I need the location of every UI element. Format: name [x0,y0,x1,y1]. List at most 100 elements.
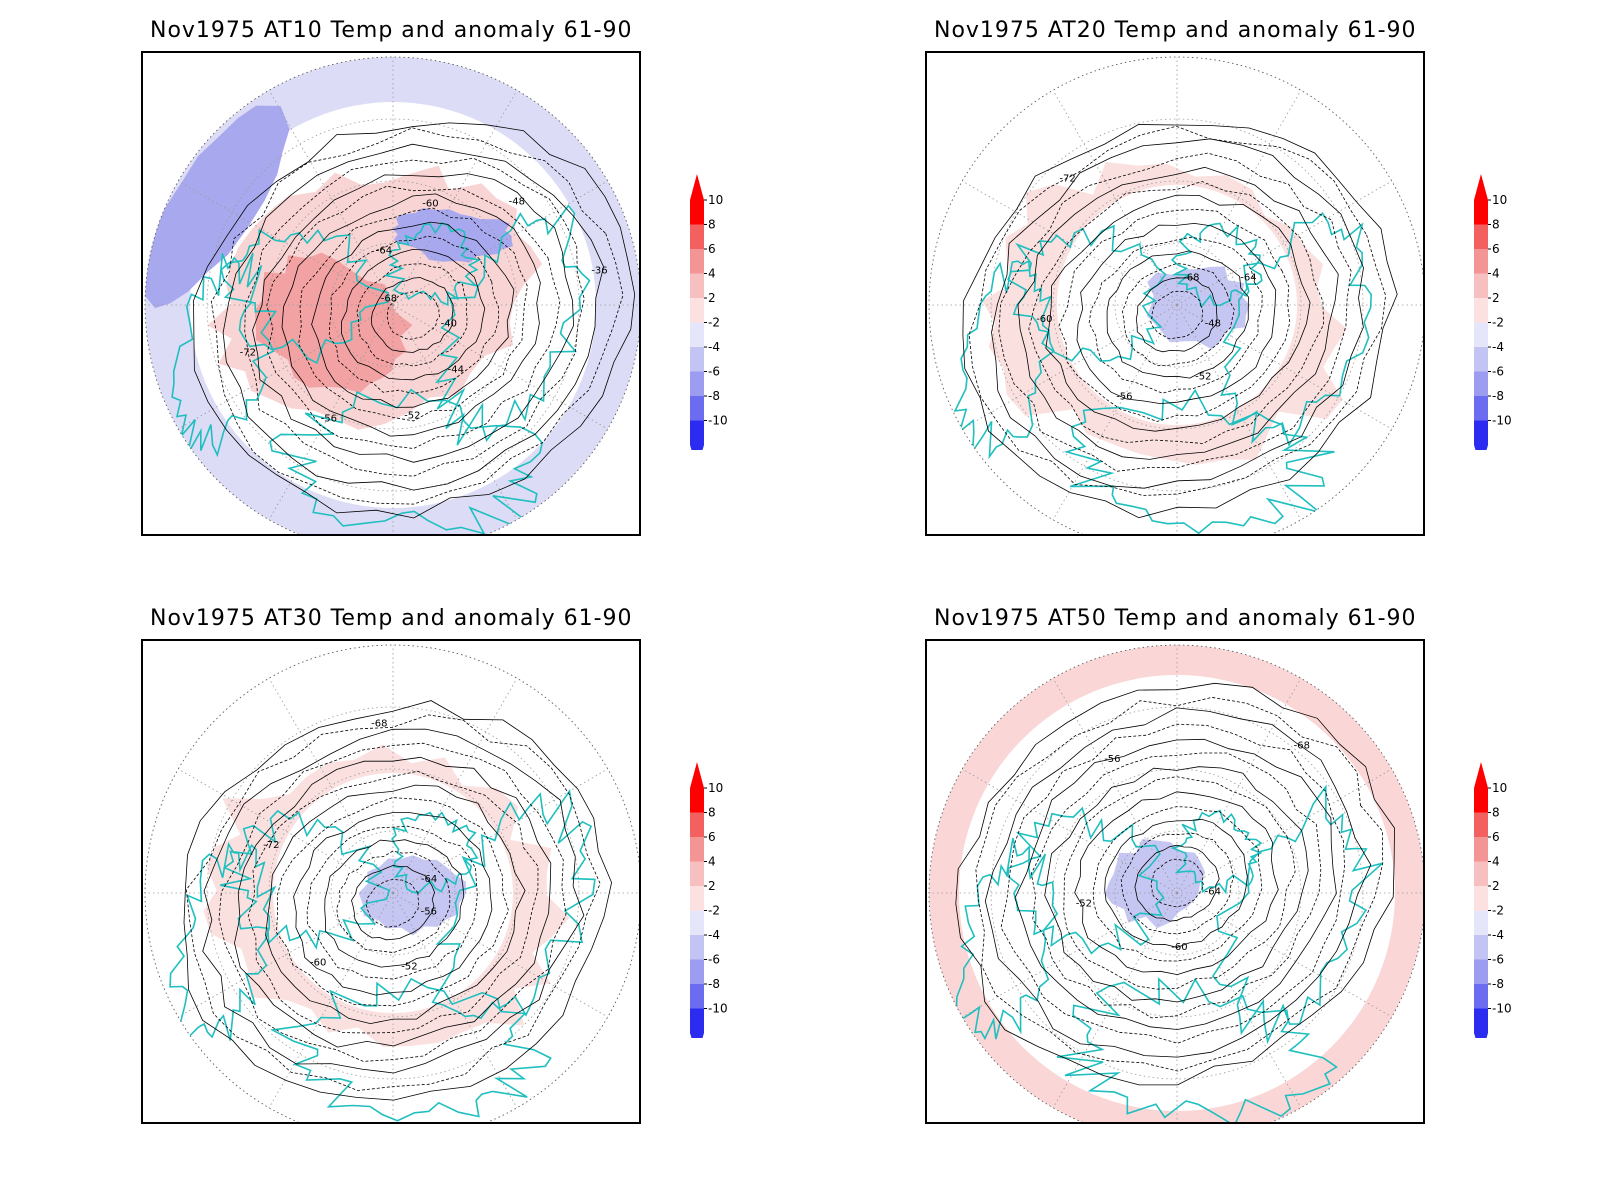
map-boundary [928,56,1423,534]
panel-title-at30: Nov1975 AT30 Temp and anomaly 61-90 [150,606,633,631]
colorbar-tick-label: -8 [708,977,720,991]
colorbar-tick-label: -2 [708,904,720,918]
colorbar-segment [690,861,704,886]
coastline [383,221,482,307]
colorbar-segment [1474,224,1488,249]
colorbar-segment [1474,861,1488,886]
colorbar-tick-label: -8 [1492,977,1504,991]
colorbar-tick-label: -8 [708,389,720,403]
map-at50: -64 -60 -52 -56 -68 [925,639,1425,1124]
temperature-contour [281,193,541,437]
anomaly-cold [1146,266,1250,350]
colorbar-segment [1474,396,1488,421]
colorbar-tick-label: 10 [1492,193,1507,207]
temperature-contour [366,878,420,928]
grid-latitude [268,180,518,430]
colorbar-segment [690,837,704,862]
temperature-contour [968,125,1387,496]
polar-map-svg: -48 -52 -56 -60 -72 -68 -64 [928,56,1423,534]
temperature-contour [984,707,1372,1058]
colorbar-segment [1474,959,1488,984]
colorbar-tick-label: -10 [708,414,728,428]
map-at30: -56 -52 -60 -72 -68 -64 [141,639,641,1124]
temperature-contour [1044,766,1309,1003]
colorbar-tick-label: 6 [1492,830,1500,844]
colorbar-segment [690,200,704,225]
colorbar-segment [690,420,704,445]
grid-latitude [1052,768,1302,1018]
temperature-contour [193,122,636,519]
temperature-contour [1104,818,1248,948]
contour-label: -72 [263,840,279,851]
temperature-contour [998,152,1352,472]
temperature-contour [311,221,515,408]
coastline [269,977,552,1122]
coastline [1220,211,1373,447]
colorbar-tick-label: 10 [708,193,723,207]
contour-label: -60 [1036,314,1052,325]
contour-label: -72 [240,347,256,358]
grid-longitude [392,768,608,894]
map-boundary [928,644,1423,1122]
colorbar-at30: 10 8 6 4 2 -2 -4 -6 -8 -10 [690,762,728,1038]
temperature-contour [244,157,585,477]
temperature-contour [218,742,567,1062]
temperature-contour [975,696,1384,1072]
grid-longitude [1176,892,1392,1018]
colorbar-tick-label: -10 [1492,414,1512,428]
grid-longitude [178,892,394,1018]
temperature-contour [1045,194,1311,432]
grid-longitude [1052,90,1178,306]
contour-label: -72 [1059,173,1075,184]
grid-longitude [1052,304,1178,520]
grid-longitude [178,304,394,430]
grid-longitude [268,304,394,520]
colorbar-segment [1474,984,1488,1009]
grid-longitude [1176,892,1302,1108]
grid-longitude [268,892,394,1108]
colorbar-arrow-top [1474,174,1488,200]
contour-label: -68 [1183,273,1199,284]
coastline [169,841,277,1041]
colorbar-tick-label: -2 [1492,904,1504,918]
colorbar-tick-label: 2 [708,879,716,893]
contour-label: -68 [1294,741,1310,752]
colorbar-tick-label: -4 [1492,928,1504,942]
colorbar-tick-label: 2 [1492,879,1500,893]
temperature-contour [1120,832,1234,935]
colorbar-segment [690,886,704,911]
grid-longitude [1176,678,1302,894]
temperature-contour [324,839,465,968]
temperature-contour [1150,290,1204,339]
map-boundary [144,56,639,534]
colorbar-arrow-top [1474,762,1488,788]
temperature-contour [328,235,499,394]
colorbar-segment [1474,935,1488,960]
panel-title-at20: Nov1975 AT20 Temp and anomaly 61-90 [934,18,1417,43]
grid-longitude [1176,180,1392,306]
colorbar-segment [690,371,704,396]
temperature-contour [210,127,624,505]
colorbar-tick-label: 2 [1492,291,1500,305]
coastline [1170,222,1263,309]
colorbar-tick-label: 4 [1492,267,1500,281]
colorbar-at10: 10 8 6 4 2 -2 -4 -6 -8 -10 [690,174,728,450]
colorbar-tick-label: -6 [708,365,720,379]
colorbar-arrow-bottom [1474,445,1488,450]
colorbar-tick-label: 10 [708,781,723,795]
colorbar-segment [1474,249,1488,274]
coastline [953,259,1055,460]
colorbar-tick-label: -6 [1492,953,1504,967]
colorbar-segment [1474,200,1488,225]
colorbar-segment [1474,1008,1488,1033]
colorbar-tick-label: -6 [708,953,720,967]
grid-longitude [962,304,1178,430]
temperature-contour [1074,791,1279,976]
grid-longitude [1176,768,1392,894]
contour-label: -56 [321,414,337,425]
colorbar-tick-label: -4 [708,928,720,942]
colorbar-tick-label: -10 [708,1002,728,1016]
colorbar-tick-label: -8 [1492,389,1504,403]
anomaly-cold [358,855,467,936]
grid-latitude [1114,830,1240,956]
